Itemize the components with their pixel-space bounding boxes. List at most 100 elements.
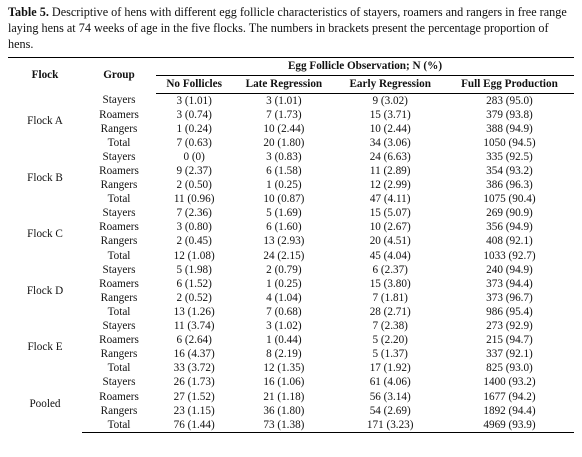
header-col-no-follicles: No Follicles — [156, 75, 233, 94]
table-cell: 825 (93.0) — [486, 362, 533, 375]
group-name: Total — [82, 418, 156, 434]
table-cell: 408 (92.1) — [486, 235, 533, 248]
table-cell: 283 (95.0) — [486, 94, 533, 107]
table-cell: 16 (4.37) — [173, 348, 215, 361]
table-cell: 1 (0.24) — [176, 122, 212, 135]
table-cell: 3 (0.74) — [176, 108, 212, 121]
table-row: Total 33 (3.72) 12 (1.35) 17 (1.92) 825 (93.… — [8, 362, 574, 376]
table-row: Roamers 3 (0.74) 7 (1.73) 15 (3.71) 379 (93.… — [8, 108, 574, 122]
table-cell: 16 (1.06) — [263, 376, 305, 389]
table-cell: 9 (3.02) — [372, 94, 408, 107]
table-cell: 373 (96.7) — [486, 291, 533, 304]
table-cell: 386 (96.3) — [486, 179, 533, 192]
table-row: Rangers 2 (0.50) 1 (0.25) 12 (2.99) 386 (96.… — [8, 179, 574, 193]
document: Table 5. Descriptive of hens with differ… — [8, 4, 574, 434]
table-row: Rangers 23 (1.15) 36 (1.80) 54 (2.69) 1892 (… — [8, 404, 574, 418]
table-cell: 10 (2.44) — [263, 122, 305, 135]
table-cell: 73 (1.38) — [232, 418, 336, 434]
table-cell: 61 (4.06) — [369, 376, 411, 389]
data-table: Flock Group Egg Follicle Observation; N … — [8, 57, 574, 434]
table-cell: 1 (0.44) — [266, 334, 302, 347]
table-cell: 6 (1.52) — [176, 277, 212, 290]
header-col-late-regression: Late Regression — [232, 75, 336, 94]
table-row: Roamers 6 (2.64) 1 (0.44) 5 (2.20) 215 (94.7… — [8, 334, 574, 348]
table-cell: 8 (2.19) — [266, 348, 302, 361]
group-name: Stayers — [102, 320, 136, 333]
table-row: Flock B Stayers 0 (0) 3 (0.83) 24 (6.63) 335 … — [8, 150, 574, 184]
table-cell: 5 (1.37) — [372, 348, 408, 361]
table-cell: 47 (4.11) — [369, 193, 411, 206]
flock-name: Flock B — [27, 172, 63, 185]
table-row: Pooled Stayers 26 (1.73) 16 (1.06) 61 (4.06)… — [8, 376, 574, 409]
table-cell: 10 (2.44) — [369, 122, 411, 135]
table-cell: 56 (3.14) — [369, 390, 411, 403]
table-cell: 27 (1.52) — [173, 390, 215, 403]
table-cell: 12 (2.99) — [369, 179, 411, 192]
group-name: Roamers — [99, 277, 139, 290]
group-name: Roamers — [99, 165, 139, 178]
group-name: Total — [107, 362, 131, 375]
table-cell: 7 (2.36) — [176, 207, 212, 220]
table-caption: Table 5. Descriptive of hens with differ… — [8, 4, 574, 52]
table-cell: 34 (3.06) — [369, 136, 411, 149]
header-group: Group — [82, 57, 156, 94]
table-cell: 1400 (93.2) — [483, 376, 536, 389]
table-cell: 986 (95.4) — [486, 305, 533, 318]
table-cell: 7 (0.63) — [176, 136, 212, 149]
table-cell: 20 (1.80) — [263, 136, 305, 149]
flock-name: Pooled — [29, 397, 61, 410]
table-cell: 33 (3.72) — [173, 362, 215, 375]
table-cell: 388 (94.9) — [486, 122, 533, 135]
table-cell: 12 (1.35) — [263, 362, 305, 375]
table-cell: 3 (0.80) — [176, 221, 212, 234]
table-cell: 7 (1.73) — [266, 108, 302, 121]
table-cell: 3 (1.01) — [176, 94, 212, 107]
table-cell: 26 (1.73) — [173, 376, 215, 389]
flock-name: Flock C — [27, 228, 63, 241]
table-cell: 6 (1.58) — [266, 165, 302, 178]
table-cell: 5 (2.20) — [372, 334, 408, 347]
group-name: Rangers — [100, 291, 138, 304]
table-cell: 2 (0.45) — [176, 235, 212, 248]
table-cell: 269 (90.9) — [486, 207, 533, 220]
table-cell: 337 (92.1) — [486, 348, 533, 361]
table-cell: 7 (0.68) — [266, 305, 302, 318]
table-cell: 1033 (92.7) — [483, 249, 536, 262]
table-cell: 273 (92.9) — [486, 320, 533, 333]
table-cell: 76 (1.44) — [156, 418, 233, 434]
group-name: Stayers — [102, 263, 136, 276]
table-cell: 2 (0.50) — [176, 179, 212, 192]
table-cell: 12 (1.08) — [173, 249, 215, 262]
table-cell: 11 (2.89) — [369, 165, 411, 178]
table-cell: 1892 (94.4) — [483, 404, 536, 417]
table-row: Total 76 (1.44) 73 (1.38) 171 (3.23) 4969 (9… — [8, 418, 574, 434]
group-name: Roamers — [99, 390, 139, 403]
table-cell: 3 (0.83) — [266, 150, 302, 163]
table-cell: 379 (93.8) — [486, 108, 533, 121]
table-cell: 45 (4.04) — [369, 249, 411, 262]
header-col-early-regression: Early Regression — [335, 75, 445, 94]
table-cell: 3 (1.02) — [266, 320, 302, 333]
table-cell: 354 (93.2) — [486, 165, 533, 178]
group-name: Total — [107, 249, 131, 262]
table-cell: 2 (0.52) — [176, 291, 212, 304]
table-row: Rangers 1 (0.24) 10 (2.44) 10 (2.44) 388 (94… — [8, 122, 574, 136]
table-cell: 1 (0.25) — [266, 277, 302, 290]
table-row: Total 12 (1.08) 24 (2.15) 45 (4.04) 1033 (92… — [8, 249, 574, 263]
table-cell: 373 (94.4) — [486, 277, 533, 290]
table-row: Rangers 16 (4.37) 8 (2.19) 5 (1.37) 337 (92.… — [8, 348, 574, 362]
table-cell: 1677 (94.2) — [483, 390, 536, 403]
table-cell: 6 (2.37) — [372, 263, 408, 276]
table-cell: 15 (3.71) — [369, 108, 411, 121]
group-name: Roamers — [99, 108, 139, 121]
table-cell: 7 (1.81) — [372, 291, 408, 304]
table-cell: 15 (3.80) — [369, 277, 411, 290]
group-name: Rangers — [100, 235, 138, 248]
header-span: Egg Follicle Observation; N (%) — [156, 57, 574, 76]
table-cell: 21 (1.18) — [263, 390, 305, 403]
table-cell: 4969 (93.9) — [444, 418, 574, 434]
table-cell: 171 (3.23) — [335, 418, 445, 434]
table-body: Flock A Stayers 3 (1.01) 3 (1.01) 9 (3.02) 28… — [8, 94, 574, 434]
table-cell: 13 (2.93) — [263, 235, 305, 248]
group-name: Rangers — [100, 179, 138, 192]
